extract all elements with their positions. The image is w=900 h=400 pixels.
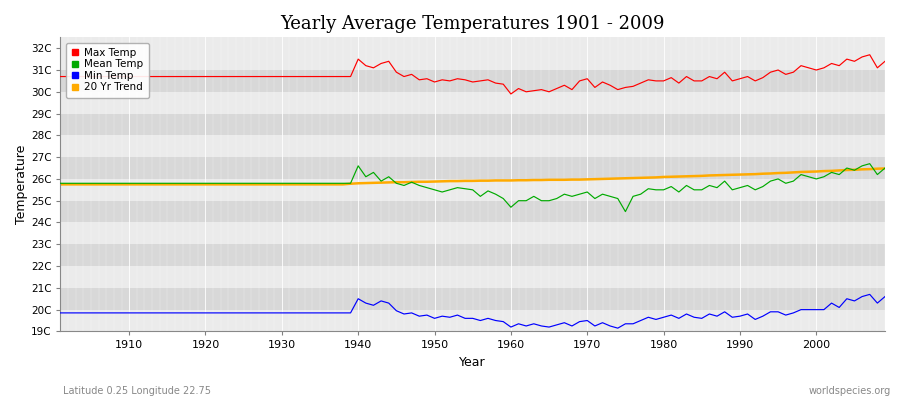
Mean Temp	[55, 181, 66, 186]
Bar	[60, 135, 885, 157]
Max Temp	[513, 86, 524, 91]
Min Temp	[506, 325, 517, 330]
20 Yr Trend	[506, 178, 517, 183]
Mean Temp	[879, 166, 890, 170]
Mean Temp	[597, 192, 608, 196]
Min Temp	[55, 310, 66, 315]
Bar	[60, 157, 885, 179]
Min Temp	[612, 326, 623, 330]
Title: Yearly Average Temperatures 1901 - 2009: Yearly Average Temperatures 1901 - 2009	[281, 15, 665, 33]
Min Temp	[597, 320, 608, 325]
Min Temp	[498, 319, 508, 324]
Max Temp	[498, 82, 508, 86]
Min Temp	[116, 310, 127, 315]
Line: Min Temp: Min Temp	[60, 294, 885, 328]
20 Yr Trend	[498, 178, 508, 183]
Mean Temp	[284, 181, 295, 186]
Mean Temp	[330, 181, 341, 186]
Min Temp	[330, 310, 341, 315]
Bar	[60, 266, 885, 288]
Bar	[60, 310, 885, 332]
Min Temp	[284, 310, 295, 315]
Bar	[60, 201, 885, 222]
Legend: Max Temp, Mean Temp, Min Temp, 20 Yr Trend: Max Temp, Mean Temp, Min Temp, 20 Yr Tre…	[66, 42, 148, 98]
Max Temp	[55, 74, 66, 79]
Bar	[60, 222, 885, 244]
20 Yr Trend	[330, 182, 341, 187]
Bar	[60, 92, 885, 114]
Line: Max Temp: Max Temp	[60, 55, 885, 94]
Mean Temp	[864, 161, 875, 166]
Mean Temp	[116, 181, 127, 186]
20 Yr Trend	[284, 182, 295, 187]
20 Yr Trend	[116, 182, 127, 187]
Max Temp	[116, 74, 127, 79]
Y-axis label: Temperature: Temperature	[15, 145, 28, 224]
20 Yr Trend	[55, 182, 66, 187]
Line: Mean Temp: Mean Temp	[60, 164, 885, 212]
Bar	[60, 114, 885, 135]
Text: worldspecies.org: worldspecies.org	[809, 386, 891, 396]
20 Yr Trend	[597, 176, 608, 181]
Bar	[60, 179, 885, 201]
Max Temp	[605, 83, 616, 88]
Line: 20 Yr Trend: 20 Yr Trend	[60, 168, 885, 184]
Max Temp	[879, 59, 890, 64]
20 Yr Trend	[879, 166, 890, 171]
Max Temp	[506, 92, 517, 96]
Mean Temp	[620, 209, 631, 214]
X-axis label: Year: Year	[459, 356, 486, 369]
Bar	[60, 70, 885, 92]
Bar	[60, 288, 885, 310]
Mean Temp	[506, 205, 517, 210]
Mean Temp	[498, 196, 508, 201]
Max Temp	[284, 74, 295, 79]
Min Temp	[864, 292, 875, 297]
Max Temp	[330, 74, 341, 79]
Min Temp	[879, 294, 890, 299]
Bar	[60, 48, 885, 70]
Text: Latitude 0.25 Longitude 22.75: Latitude 0.25 Longitude 22.75	[63, 386, 211, 396]
Max Temp	[864, 52, 875, 57]
Bar	[60, 244, 885, 266]
